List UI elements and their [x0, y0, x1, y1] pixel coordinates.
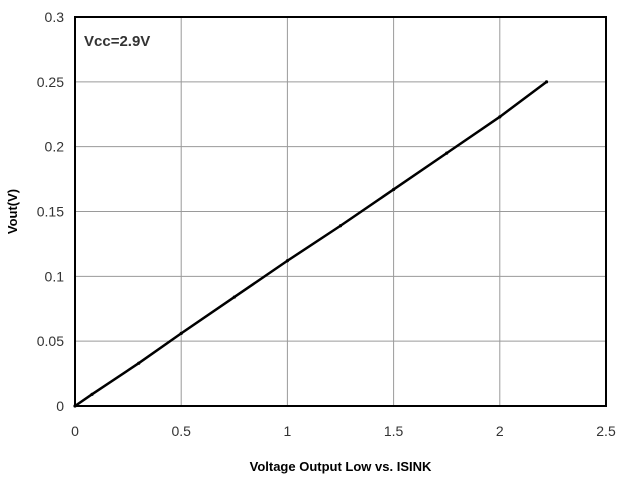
data-point	[392, 187, 396, 192]
x-tick-label: 0	[71, 423, 79, 439]
data-point	[445, 151, 449, 155]
data-point	[137, 361, 141, 365]
x-tick-label: 1	[284, 423, 292, 439]
y-tick-label: 0.05	[37, 333, 64, 349]
series-layer	[73, 80, 549, 408]
x-tick-labels: 0 0.5 1 1.5 2 2.5	[71, 423, 616, 439]
y-tick-label: 0.1	[45, 268, 65, 284]
plot-frame	[74, 16, 607, 407]
x-tick-label: 2.5	[596, 423, 616, 439]
y-axis-title: Vout(V)	[5, 189, 20, 234]
x-tick-label: 0.5	[171, 423, 191, 439]
y-tick-label: 0	[56, 398, 64, 414]
y-tick-label: 0.2	[45, 139, 65, 155]
data-point	[90, 392, 94, 396]
x-tick-label: 2	[496, 423, 504, 439]
y-tick-label: 0.3	[45, 9, 65, 25]
y-tick-labels: 0 0.05 0.1 0.15 0.2 0.25 0.3	[37, 9, 64, 414]
vcc-annotation: Vcc=2.9V	[84, 33, 150, 50]
grid	[74, 16, 607, 407]
y-tick-label: 0.15	[37, 204, 64, 220]
data-point	[338, 224, 343, 228]
y-tick-label: 0.25	[37, 74, 64, 90]
data-point	[232, 295, 236, 299]
data-point	[179, 331, 183, 335]
data-point	[285, 259, 289, 263]
x-tick-label: 1.5	[384, 423, 404, 439]
series-line	[74, 80, 548, 408]
x-axis-title: Voltage Output Low vs. ISINK	[250, 459, 432, 474]
data-point	[544, 80, 549, 84]
data-point	[498, 115, 502, 119]
